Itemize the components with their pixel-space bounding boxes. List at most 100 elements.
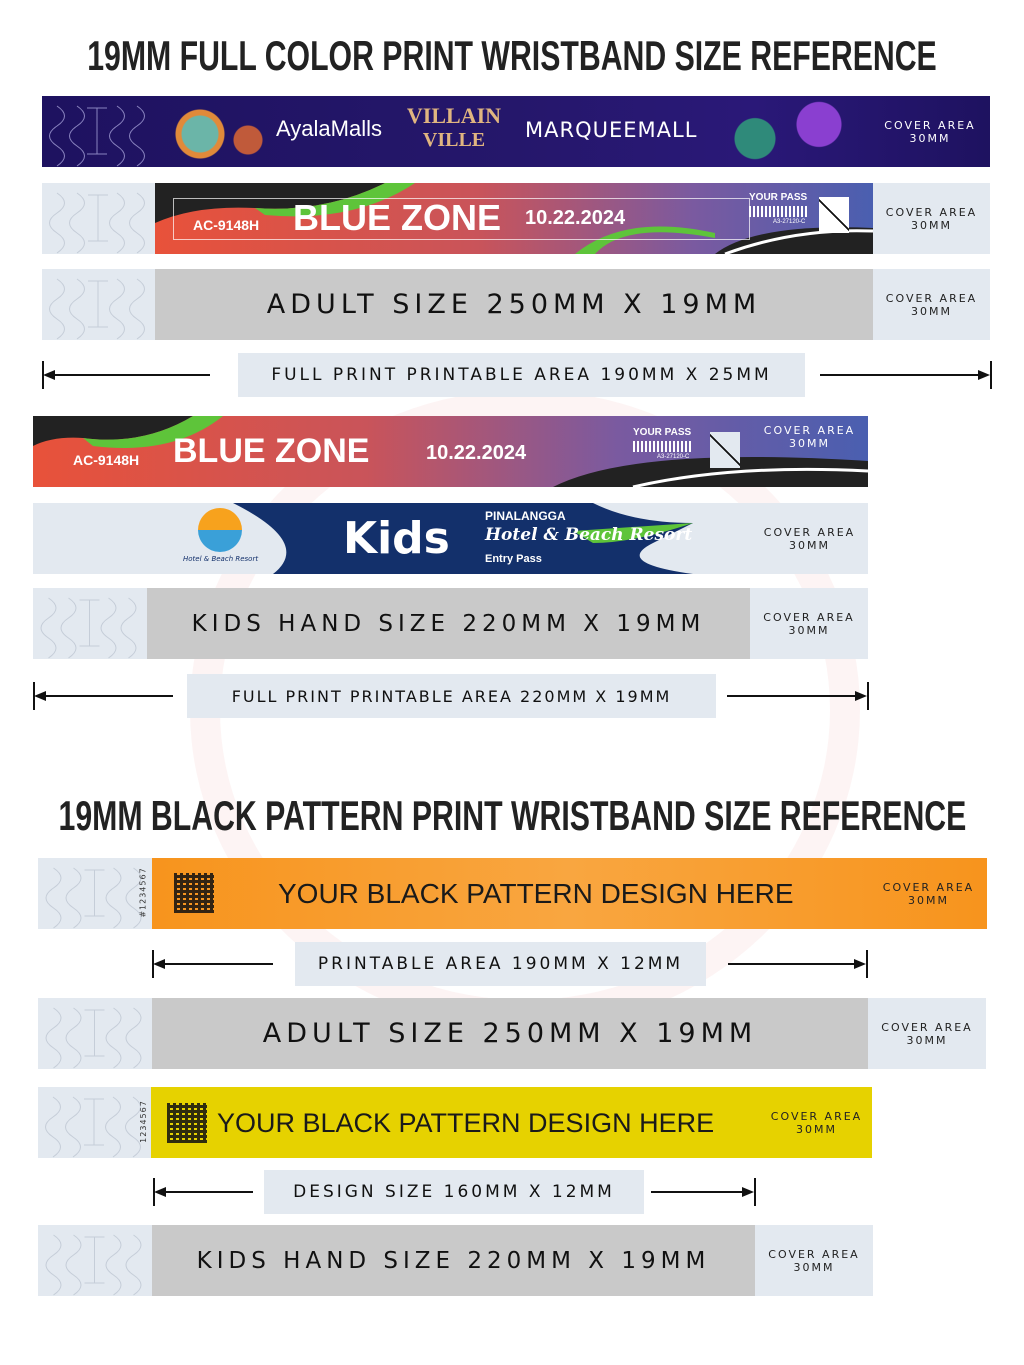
your-pass-label: YOUR PASS xyxy=(633,427,692,438)
cover-area: COVER AREA 30MM xyxy=(873,269,990,340)
wristband-adult-size: ADULT SIZE 250MM X 19MM COVER AREA 30MM xyxy=(42,269,990,340)
villain-text: VILLAIN xyxy=(406,103,502,128)
tamper-pattern-icon xyxy=(40,597,137,659)
qr-code-icon xyxy=(167,1103,207,1143)
tear-box-icon xyxy=(819,197,849,233)
section-title-full-color: 19MM FULL COLOR PRINT WRISTBAND SIZE REF… xyxy=(87,32,937,79)
cover-area-size: 30MM xyxy=(909,131,951,145)
wristband-orange-black-pattern: #1234567 YOUR BLACK PATTERN DESIGN HERE … xyxy=(38,858,987,929)
tamper-tab xyxy=(33,588,147,659)
dimension-kids-printable: FULL PRINT PRINTABLE AREA 220MM X 19MM xyxy=(33,674,870,718)
villainville-logo: VILLAIN VILLE xyxy=(404,104,504,152)
wristband-blue-zone-kids: AC-9148H BLUE ZONE 10.22.2024 YOUR PASS … xyxy=(33,416,868,487)
tamper-tab xyxy=(38,998,152,1069)
serial-number: 1234567 xyxy=(138,1100,148,1143)
tear-box-icon xyxy=(710,432,740,468)
ticket-code: AC-9148H xyxy=(73,452,140,468)
cover-area: COVER AREA 30MM xyxy=(761,1087,872,1158)
yellow-print-area: YOUR BLACK PATTERN DESIGN HERE COVER ARE… xyxy=(151,1087,872,1158)
wristband-kids-pinalangga: Hotel & Beach Resort Kids PINALANGGA Hot… xyxy=(33,503,868,574)
kids-title: Kids xyxy=(343,513,450,564)
blue-zone-art: AC-9148H BLUE ZONE 10.22.2024 YOUR PASS … xyxy=(155,183,873,254)
cover-area-label: COVER AREA xyxy=(763,525,856,539)
cover-area-label: COVER AREA xyxy=(884,118,976,132)
resort-brand: PINALANGGA xyxy=(485,509,566,523)
design-placeholder-text: YOUR BLACK PATTERN DESIGN HERE xyxy=(278,878,794,909)
tamper-pattern-icon xyxy=(45,867,142,929)
cover-area-size: 30MM xyxy=(789,538,830,552)
marqueemall-logo: MARQUEEMALL xyxy=(525,118,698,142)
orange-print-area: YOUR BLACK PATTERN DESIGN HERE COVER ARE… xyxy=(152,858,987,929)
cover-area-size: 30MM xyxy=(789,437,830,450)
resort-subtitle: Hotel & Beach Resort xyxy=(485,525,693,545)
cover-area-label: COVER AREA xyxy=(763,610,855,624)
wristband-kids-size: KIDS HAND SIZE 220MM X 19MM COVER AREA 30… xyxy=(33,588,868,659)
dimension-printable-area: PRINTABLE AREA 190MM X 12MM xyxy=(152,942,868,986)
ville-text: VILLE xyxy=(422,129,486,151)
section-title-full-color-wrap: 19MM FULL COLOR PRINT WRISTBAND SIZE REF… xyxy=(0,32,1024,80)
design-placeholder-text: YOUR BLACK PATTERN DESIGN HERE xyxy=(217,1108,715,1138)
zone-name: BLUE ZONE xyxy=(293,197,502,238)
entry-pass-label: Entry Pass xyxy=(485,553,542,565)
cover-area: COVER AREA 30MM xyxy=(750,588,868,659)
size-label: KIDS HAND SIZE 220MM X 19MM xyxy=(152,1225,755,1296)
tamper-pattern-icon xyxy=(49,278,145,340)
tamper-tab xyxy=(38,1087,151,1158)
cover-area-size: 30MM xyxy=(788,623,830,637)
ticket-code: AC-9148H xyxy=(193,217,260,233)
qr-code-icon xyxy=(174,873,214,913)
serial-number: #1234567 xyxy=(138,867,148,918)
barcode-icon xyxy=(633,441,691,452)
wristband-blue-zone: AC-9148H BLUE ZONE 10.22.2024 YOUR PASS … xyxy=(42,183,990,254)
tamper-pattern-icon xyxy=(49,192,145,254)
tamper-tab xyxy=(38,858,152,929)
size-label: ADULT SIZE 250MM X 19MM xyxy=(152,998,868,1069)
barcode-number: A3-27120-C xyxy=(657,454,690,460)
tamper-tab xyxy=(38,1225,152,1296)
resort-logo-icon xyxy=(198,508,242,552)
zone-name: BLUE ZONE xyxy=(173,432,370,470)
cover-area-label: COVER AREA xyxy=(885,291,978,305)
frame-outline xyxy=(173,198,750,240)
cover-area: COVER AREA 30MM xyxy=(870,858,987,929)
tamper-pattern-icon xyxy=(45,1234,142,1296)
event-date: 10.22.2024 xyxy=(525,207,626,229)
navy-wave-shape xyxy=(233,503,693,574)
your-pass-label: YOUR PASS xyxy=(749,192,808,203)
cover-area-label: COVER AREA xyxy=(882,880,975,894)
villain-characters-art xyxy=(152,104,272,164)
cover-area-size: 30MM xyxy=(911,304,952,318)
size-label: KIDS HAND SIZE 220MM X 19MM xyxy=(147,588,750,659)
cover-area-label: COVER AREA xyxy=(881,1020,973,1034)
event-date: 10.22.2024 xyxy=(426,442,527,464)
cover-area: COVER AREA 30MM xyxy=(873,183,990,254)
tamper-tab xyxy=(42,269,155,340)
wave-shapes xyxy=(155,183,873,254)
ayalamalls-logo: AyalaMalls xyxy=(276,116,382,141)
wristband-villainville: AyalaMalls VILLAIN VILLE MARQUEEMALL COV… xyxy=(42,96,990,167)
castle-art xyxy=(707,96,867,167)
cover-area-size: 30MM xyxy=(906,1033,948,1047)
cover-area-size: 30MM xyxy=(908,893,949,907)
dimension-label: FULL PRINT PRINTABLE AREA 220MM X 19MM xyxy=(187,674,716,718)
logo-subtext: Hotel & Beach Resort xyxy=(183,555,259,563)
wristband-yellow-black-pattern: 1234567 YOUR BLACK PATTERN DESIGN HERE C… xyxy=(38,1087,872,1158)
wave-shapes xyxy=(33,416,868,487)
wristband-kids-size: KIDS HAND SIZE 220MM X 19MM COVER AREA 30… xyxy=(38,1225,873,1296)
cover-area: COVER AREA 30MM xyxy=(755,1225,873,1296)
cover-area-label: COVER AREA xyxy=(885,205,978,219)
cover-area-label: COVER AREA xyxy=(770,1109,863,1123)
dimension-label: FULL PRINT PRINTABLE AREA 190MM X 25MM xyxy=(238,353,805,397)
tamper-pattern-icon xyxy=(49,105,145,167)
dimension-label: PRINTABLE AREA 190MM X 12MM xyxy=(295,942,706,986)
cover-area: COVER AREA 30MM xyxy=(751,416,868,487)
wristband-adult-size: ADULT SIZE 250MM X 19MM COVER AREA 30MM xyxy=(38,998,986,1069)
cover-area-label: COVER AREA xyxy=(763,424,856,437)
barcode-icon xyxy=(749,206,807,217)
dimension-design-size: DESIGN SIZE 160MM X 12MM xyxy=(153,1170,756,1214)
size-label: ADULT SIZE 250MM X 19MM xyxy=(155,269,873,340)
cover-area: COVER AREA 30MM xyxy=(870,96,990,167)
cover-area-size: 30MM xyxy=(911,218,952,232)
cover-area-label: COVER AREA xyxy=(768,1247,860,1261)
tamper-tab xyxy=(42,183,155,254)
